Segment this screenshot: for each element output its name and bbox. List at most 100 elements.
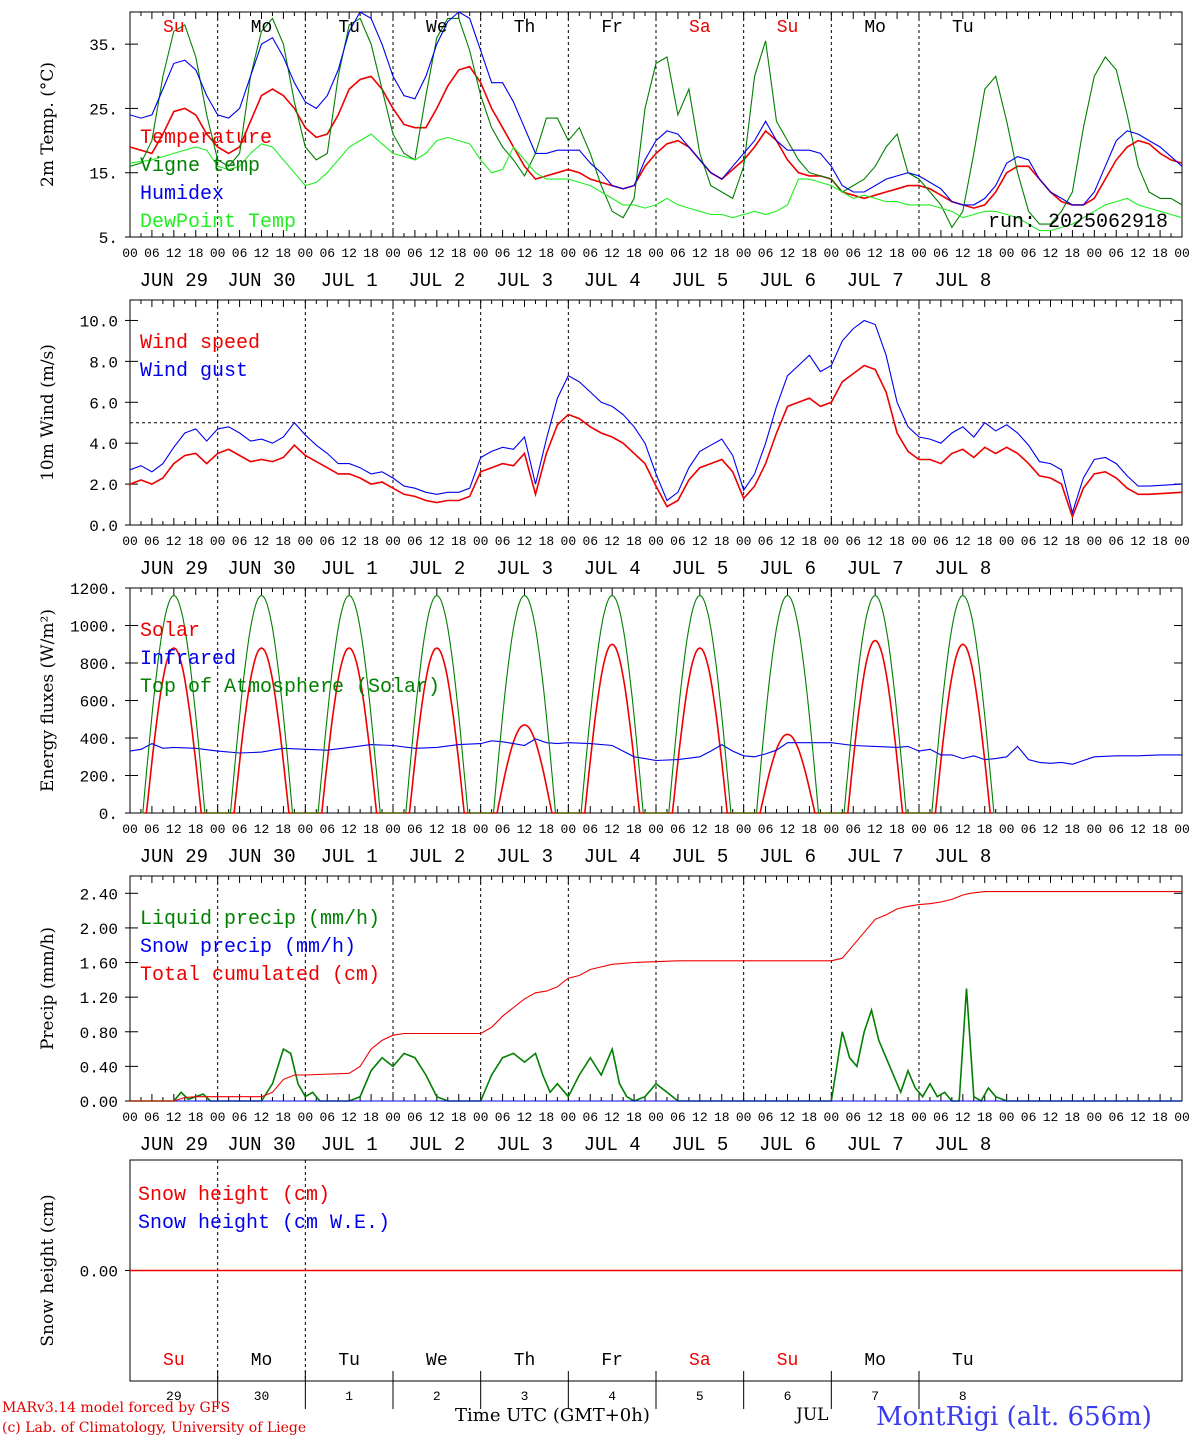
hour-tick-label: 00 bbox=[473, 1110, 489, 1125]
y-axis-label: 10m Wind (m/s) bbox=[38, 344, 58, 481]
hour-tick-label: 06 bbox=[845, 246, 861, 261]
panel-1 bbox=[125, 11, 1183, 238]
hour-tick-label: 12 bbox=[780, 1110, 796, 1125]
hour-tick-label: 00 bbox=[122, 246, 138, 261]
day-name: Tu bbox=[952, 18, 974, 38]
date-label: JUL 8 bbox=[934, 270, 991, 292]
series-line-total-cumulated-cm- bbox=[130, 891, 1182, 1102]
hour-tick-label: 00 bbox=[999, 246, 1015, 261]
hour-tick-label: 00 bbox=[648, 1110, 664, 1125]
day-name: We bbox=[426, 18, 448, 38]
hour-tick-label: 00 bbox=[911, 534, 927, 549]
day-name: Mo bbox=[251, 18, 273, 38]
hour-tick-label: 18 bbox=[977, 822, 993, 837]
y-tick-label: 0.80 bbox=[80, 1025, 118, 1043]
date-label: JUL 8 bbox=[934, 1134, 991, 1156]
hour-tick-label: 12 bbox=[1043, 822, 1059, 837]
hour-tick-label: 18 bbox=[714, 534, 730, 549]
day-name: Su bbox=[777, 1351, 799, 1371]
hour-tick-label: 00 bbox=[1087, 246, 1103, 261]
hour-tick-label: 18 bbox=[276, 822, 292, 837]
day-name: Tu bbox=[338, 1351, 360, 1371]
legend-entry: Infrared bbox=[140, 648, 236, 671]
hour-tick-label: 06 bbox=[933, 246, 949, 261]
date-label: JUL 4 bbox=[584, 270, 641, 292]
series-line-dewpoint-temp bbox=[129, 133, 1183, 232]
legend-entry: Solar bbox=[140, 620, 200, 643]
hour-tick-label: 06 bbox=[407, 534, 423, 549]
hour-tick-label: 06 bbox=[582, 246, 598, 261]
hour-tick-label: 06 bbox=[407, 1110, 423, 1125]
hour-tick-label: 18 bbox=[1152, 246, 1168, 261]
hour-tick-label: 06 bbox=[319, 822, 335, 837]
legend-entry: Vigne temp bbox=[140, 155, 260, 178]
hour-tick-label: 18 bbox=[1152, 534, 1168, 549]
hour-tick-label: 12 bbox=[955, 822, 971, 837]
hour-tick-label: 06 bbox=[670, 1110, 686, 1125]
hour-tick-label: 06 bbox=[407, 822, 423, 837]
day-name: Su bbox=[163, 18, 185, 38]
y-tick-label: 10.0 bbox=[80, 313, 118, 331]
hour-tick-label: 12 bbox=[1130, 534, 1146, 549]
hour-tick-label: 12 bbox=[1043, 534, 1059, 549]
hour-tick-label: 12 bbox=[254, 1110, 270, 1125]
y-tick-label: 0. bbox=[99, 806, 118, 824]
hour-tick-label: 00 bbox=[473, 246, 489, 261]
hour-tick-label: 06 bbox=[495, 822, 511, 837]
y-tick-label: 200. bbox=[80, 769, 118, 787]
hour-tick-label: 00 bbox=[298, 822, 314, 837]
date-label: JUL 3 bbox=[496, 558, 553, 580]
hour-tick-label: 06 bbox=[582, 822, 598, 837]
hour-tick-label: 00 bbox=[210, 246, 226, 261]
hour-tick-label: 12 bbox=[692, 246, 708, 261]
day-name: Fr bbox=[601, 18, 623, 38]
hour-tick-label: 12 bbox=[517, 246, 533, 261]
hour-tick-label: 12 bbox=[341, 822, 357, 837]
date-label: JUL 6 bbox=[759, 846, 816, 868]
y-tick-label: 1.20 bbox=[80, 990, 118, 1008]
month-label: JUL bbox=[796, 1405, 829, 1425]
panel-frame bbox=[129, 299, 1183, 526]
hour-tick-label: 00 bbox=[911, 246, 927, 261]
hour-tick-label: 06 bbox=[1108, 534, 1124, 549]
hour-tick-label: 18 bbox=[714, 1110, 730, 1125]
date-label: JUL 5 bbox=[671, 558, 728, 580]
hour-tick-label: 00 bbox=[736, 1110, 752, 1125]
y-tick-label: 4.0 bbox=[89, 436, 118, 454]
y-tick-label: 600. bbox=[80, 694, 118, 712]
date-label: JUN 29 bbox=[140, 846, 208, 868]
hour-tick-label: 06 bbox=[933, 822, 949, 837]
hour-tick-label: 06 bbox=[1021, 534, 1037, 549]
hour-tick-label: 18 bbox=[451, 534, 467, 549]
hour-tick-label: 00 bbox=[1174, 1110, 1190, 1125]
hour-tick-label: 00 bbox=[385, 1110, 401, 1125]
day-number: 4 bbox=[608, 1389, 616, 1404]
hour-tick-label: 00 bbox=[561, 822, 577, 837]
y-axis-label: Energy fluxes (W/m²) bbox=[38, 609, 58, 792]
hour-tick-label: 06 bbox=[933, 1110, 949, 1125]
hour-tick-label: 00 bbox=[385, 534, 401, 549]
date-label: JUN 29 bbox=[140, 558, 208, 580]
hour-tick-label: 12 bbox=[1130, 246, 1146, 261]
hour-tick-label: 18 bbox=[626, 534, 642, 549]
day-name: Mo bbox=[864, 1351, 886, 1371]
hour-tick-label: 18 bbox=[1152, 1110, 1168, 1125]
date-label: JUN 30 bbox=[227, 270, 295, 292]
date-label: JUL 3 bbox=[496, 1134, 553, 1156]
hour-tick-label: 18 bbox=[626, 246, 642, 261]
hour-tick-label: 00 bbox=[911, 1110, 927, 1125]
hour-tick-label: 00 bbox=[122, 822, 138, 837]
y-axis-label: 2m Temp. (°C) bbox=[38, 62, 58, 187]
legend-entry: Snow height (cm W.E.) bbox=[138, 1212, 390, 1235]
y-tick-label: 1200. bbox=[70, 581, 118, 599]
day-number: 6 bbox=[784, 1389, 792, 1404]
date-label: JUL 3 bbox=[496, 270, 553, 292]
hour-tick-label: 00 bbox=[298, 1110, 314, 1125]
day-name: Tu bbox=[952, 1351, 974, 1371]
y-axis-label: Precip (mm/h) bbox=[38, 927, 58, 1050]
date-label: JUL 2 bbox=[408, 558, 465, 580]
legend-entry: Snow precip (mm/h) bbox=[140, 936, 356, 959]
hour-tick-label: 06 bbox=[144, 534, 160, 549]
date-label: JUL 2 bbox=[408, 270, 465, 292]
day-number: 8 bbox=[959, 1389, 967, 1404]
